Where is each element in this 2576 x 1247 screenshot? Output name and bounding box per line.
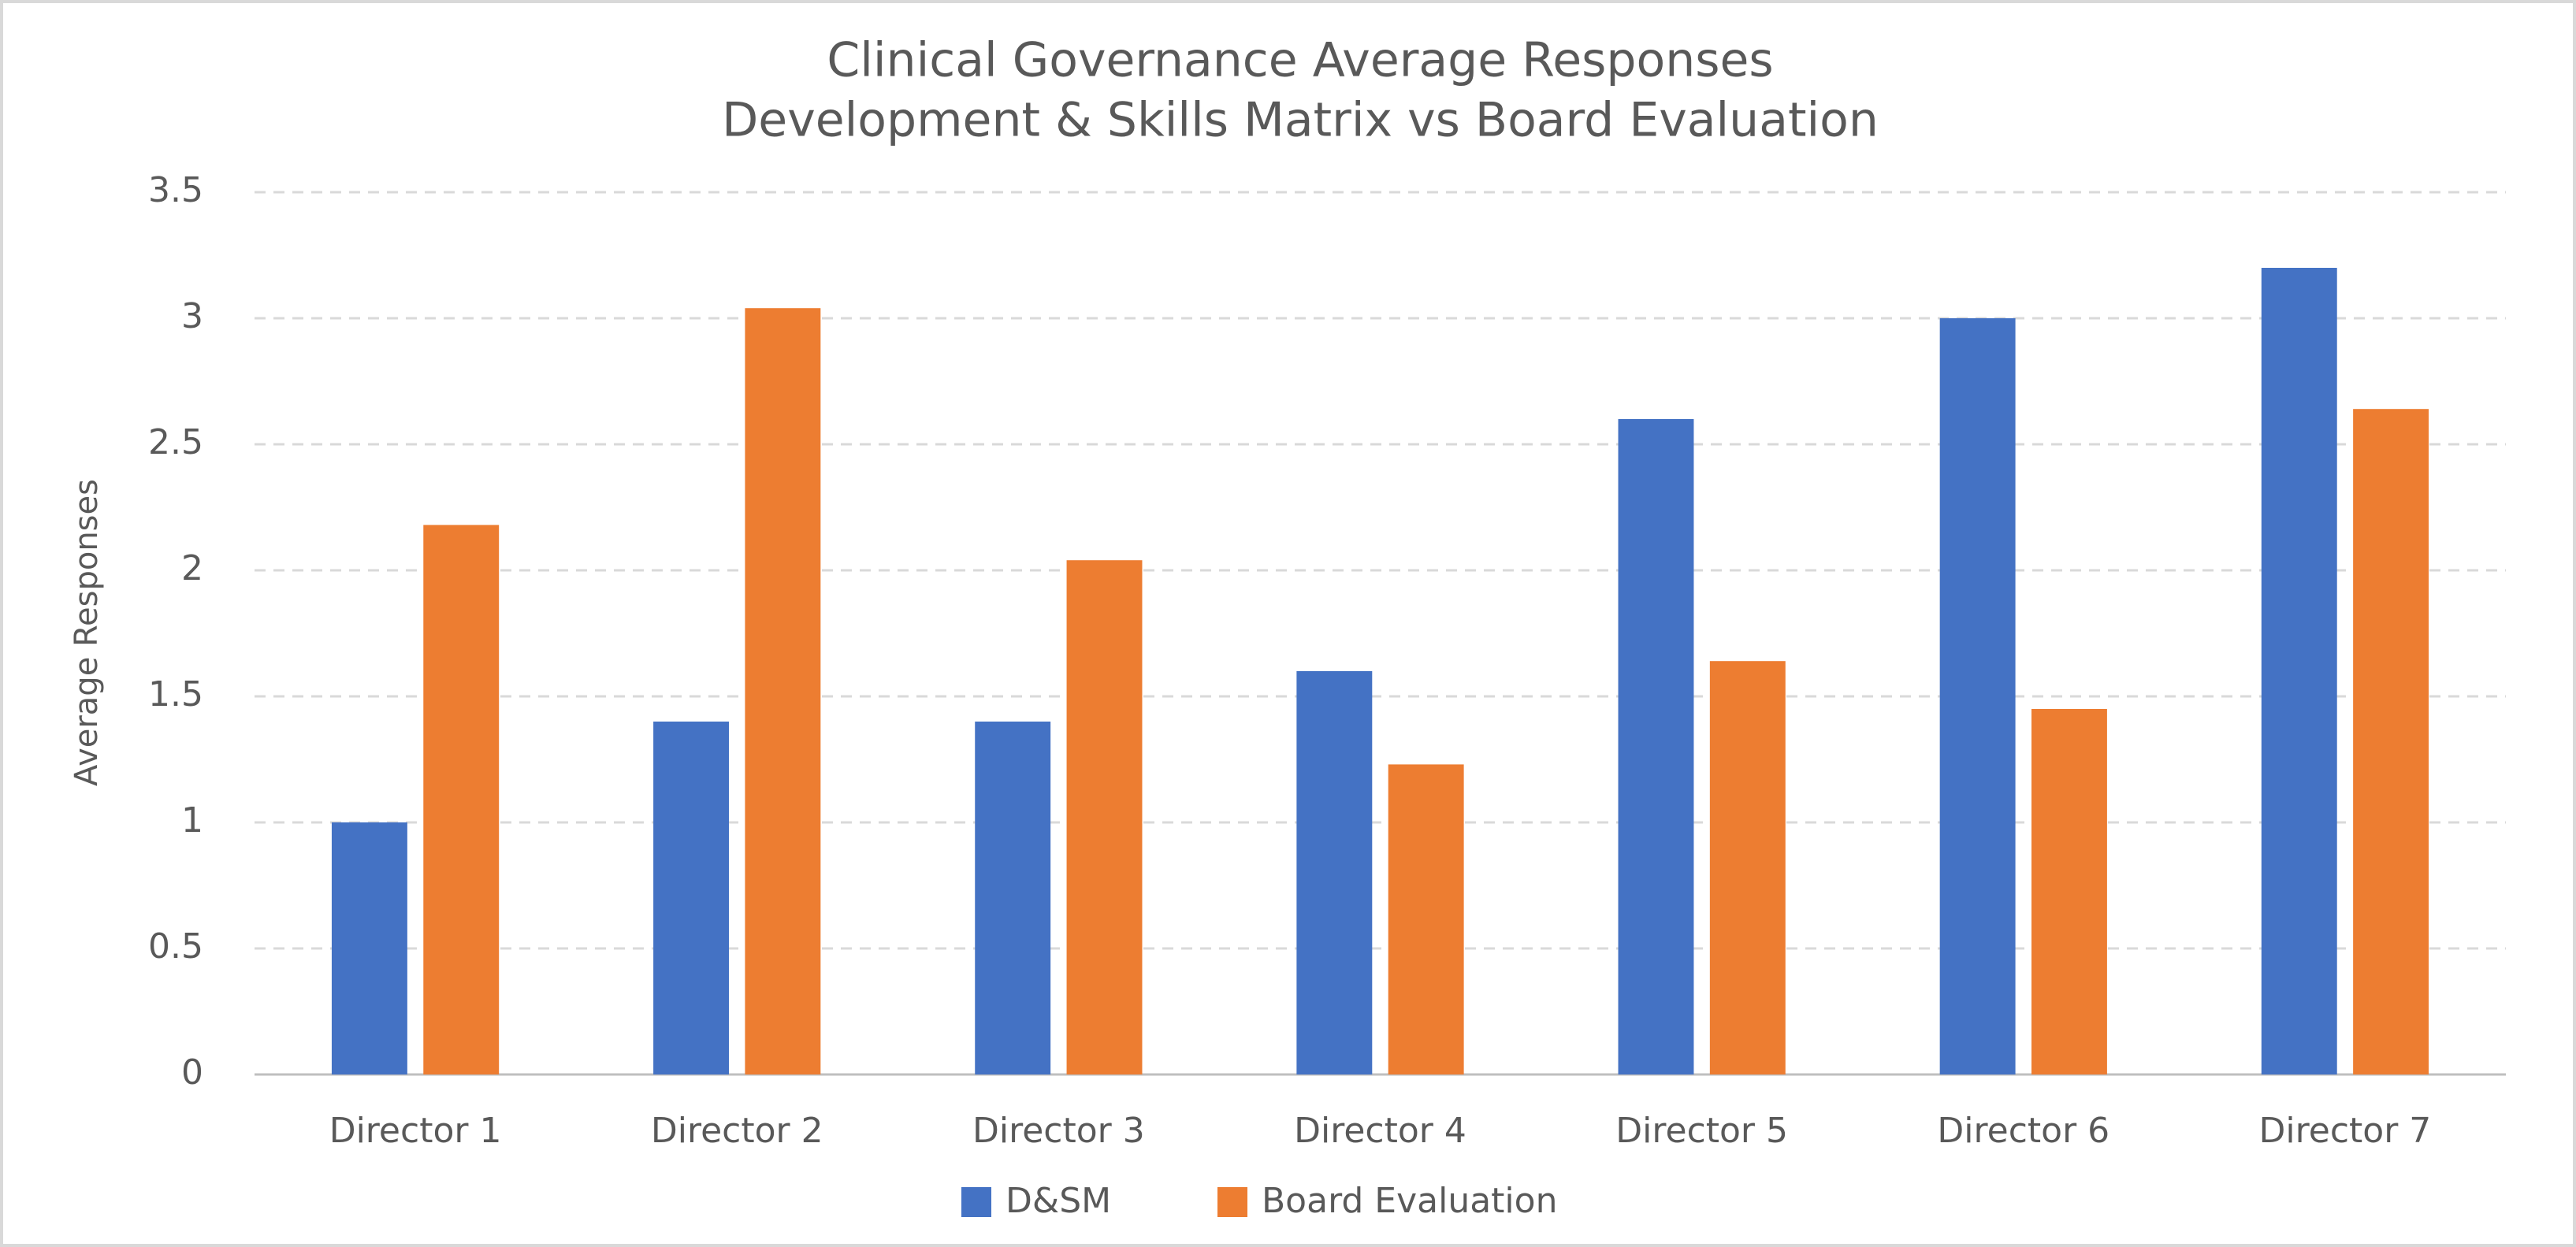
bar xyxy=(331,822,407,1074)
y-tick-label: 1.5 xyxy=(148,674,203,714)
bar xyxy=(1709,661,1786,1074)
bar xyxy=(2031,709,2107,1074)
x-tick-label: Director 3 xyxy=(972,1111,1145,1151)
bar xyxy=(745,308,821,1074)
chart-subtitle: Development & Skills Matrix vs Board Eva… xyxy=(722,93,1879,148)
y-tick-label: 3.5 xyxy=(148,170,203,210)
y-tick-label: 2 xyxy=(181,548,203,588)
x-tick-label: Director 6 xyxy=(1937,1111,2109,1151)
y-tick-label: 1 xyxy=(181,800,203,841)
legend-swatch xyxy=(1217,1187,1247,1217)
y-tick-label: 3 xyxy=(181,296,203,336)
x-tick-label: Director 4 xyxy=(1294,1111,1466,1151)
legend-swatch xyxy=(961,1187,991,1217)
x-tick-label: Director 2 xyxy=(651,1111,823,1151)
bar xyxy=(1618,419,1694,1074)
bar xyxy=(2353,409,2429,1074)
bar xyxy=(1066,560,1143,1074)
x-tick-label: Director 7 xyxy=(2259,1111,2432,1151)
legend-label: D&SM xyxy=(1005,1181,1111,1221)
y-tick-label: 2.5 xyxy=(148,422,203,462)
y-tick-label: 0.5 xyxy=(148,926,203,967)
bar xyxy=(1388,764,1464,1074)
bar xyxy=(2261,268,2337,1074)
y-axis-label: Average Responses xyxy=(69,479,105,786)
bar xyxy=(1296,671,1373,1074)
bar xyxy=(975,722,1051,1074)
legend-label: Board Evaluation xyxy=(1262,1181,1557,1221)
x-tick-label: Director 1 xyxy=(329,1111,502,1151)
y-tick-label: 0 xyxy=(181,1052,203,1093)
x-tick-label: Director 5 xyxy=(1615,1111,1788,1151)
bar xyxy=(1939,318,2016,1074)
chart-title: Clinical Governance Average Responses xyxy=(827,33,1773,88)
bar xyxy=(423,525,500,1074)
bar xyxy=(653,722,730,1074)
